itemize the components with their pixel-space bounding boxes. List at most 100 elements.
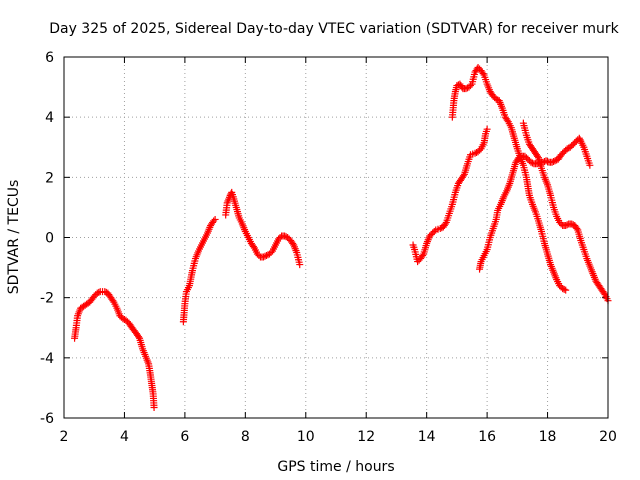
data-point xyxy=(573,224,581,232)
data-point xyxy=(483,125,491,133)
x-tick-label: 2 xyxy=(60,429,69,445)
y-axis-label: SDTVAR / TECUs xyxy=(6,180,22,295)
data-point xyxy=(571,139,579,147)
data-point xyxy=(430,227,438,235)
data-point xyxy=(259,253,267,261)
data-point xyxy=(296,261,304,269)
x-tick-label: 8 xyxy=(241,429,250,445)
data-point xyxy=(492,95,500,103)
data-point xyxy=(150,403,158,411)
data-point xyxy=(474,64,482,72)
data-point xyxy=(489,92,497,100)
data-point xyxy=(249,243,257,251)
y-tick-label: -2 xyxy=(40,291,54,307)
plot-area xyxy=(71,64,612,411)
data-point xyxy=(119,315,127,323)
data-point xyxy=(560,148,568,156)
data-point xyxy=(600,289,608,297)
chart-title: Day 325 of 2025, Sidereal Day-to-day VTE… xyxy=(49,21,619,37)
data-point xyxy=(101,288,109,296)
y-tick-label: -6 xyxy=(40,411,54,427)
tick-labels: 2 4 6 8 10 12 14 16 18 20 -6 -4 -2 0 2 4 6 xyxy=(40,50,617,445)
x-tick-label: 14 xyxy=(418,429,436,445)
series-arc2 xyxy=(179,215,219,326)
data-point xyxy=(556,282,564,290)
data-point xyxy=(568,142,576,150)
data-point xyxy=(276,234,284,241)
data-point xyxy=(533,152,541,160)
data-point xyxy=(556,218,564,226)
data-point xyxy=(95,288,103,296)
data-point xyxy=(93,289,101,297)
y-tick-label: -4 xyxy=(40,351,54,367)
series-arc6 xyxy=(476,134,594,273)
data-point xyxy=(559,149,567,157)
series-arc4 xyxy=(409,125,491,266)
data-point xyxy=(503,116,511,124)
x-tick-label: 16 xyxy=(478,429,496,445)
data-point xyxy=(550,158,558,166)
data-point xyxy=(563,221,571,229)
data-point xyxy=(566,143,574,151)
data-point xyxy=(262,252,270,260)
data-point xyxy=(562,286,570,294)
y-tick-label: 6 xyxy=(45,50,54,66)
data-point xyxy=(476,146,484,154)
series-arc1 xyxy=(71,288,158,411)
data-point xyxy=(255,252,263,260)
data-point xyxy=(429,229,437,237)
x-tick-label: 6 xyxy=(180,429,189,445)
data-point xyxy=(466,82,474,90)
data-point xyxy=(527,158,535,166)
x-tick-label: 4 xyxy=(120,429,129,445)
data-point xyxy=(569,140,577,148)
data-point xyxy=(568,220,576,228)
data-point xyxy=(109,297,117,305)
data-point xyxy=(266,250,274,258)
data-point xyxy=(436,224,444,232)
data-point xyxy=(559,285,567,293)
data-point xyxy=(414,258,422,266)
y-tick-label: 0 xyxy=(45,231,54,247)
series-arc5 xyxy=(448,64,570,294)
data-point xyxy=(275,235,283,243)
y-tick-label: 2 xyxy=(45,170,54,186)
data-point xyxy=(548,158,556,166)
data-point xyxy=(261,252,269,260)
series-arc3 xyxy=(222,188,304,269)
data-point xyxy=(557,151,565,159)
data-point xyxy=(419,252,427,260)
data-point xyxy=(122,316,130,324)
data-point xyxy=(516,153,524,161)
data-point xyxy=(479,70,487,78)
data-point xyxy=(563,145,571,153)
data-point xyxy=(562,221,570,229)
data-point xyxy=(267,249,275,257)
data-point xyxy=(210,217,218,225)
data-point xyxy=(544,158,552,166)
data-point xyxy=(515,154,523,162)
data-point xyxy=(211,215,219,223)
data-point xyxy=(281,232,289,240)
data-point xyxy=(560,285,568,293)
x-tick-label: 12 xyxy=(357,429,375,445)
data-point xyxy=(474,148,482,156)
x-axis-label: GPS time / hours xyxy=(277,459,394,475)
data-point xyxy=(441,220,449,228)
data-point xyxy=(462,85,470,93)
x-tick-label: 10 xyxy=(297,429,315,445)
data-point xyxy=(426,232,434,240)
data-point xyxy=(90,292,98,300)
data-point xyxy=(459,172,467,180)
data-point xyxy=(586,161,594,169)
data-point xyxy=(465,83,473,91)
data-point xyxy=(524,155,532,163)
x-tick-label: 18 xyxy=(539,429,557,445)
x-tick-label: 20 xyxy=(599,429,617,445)
data-point xyxy=(528,159,536,167)
data-point xyxy=(542,157,550,165)
data-point xyxy=(522,154,530,162)
data-point xyxy=(427,230,435,238)
data-point xyxy=(551,157,559,165)
